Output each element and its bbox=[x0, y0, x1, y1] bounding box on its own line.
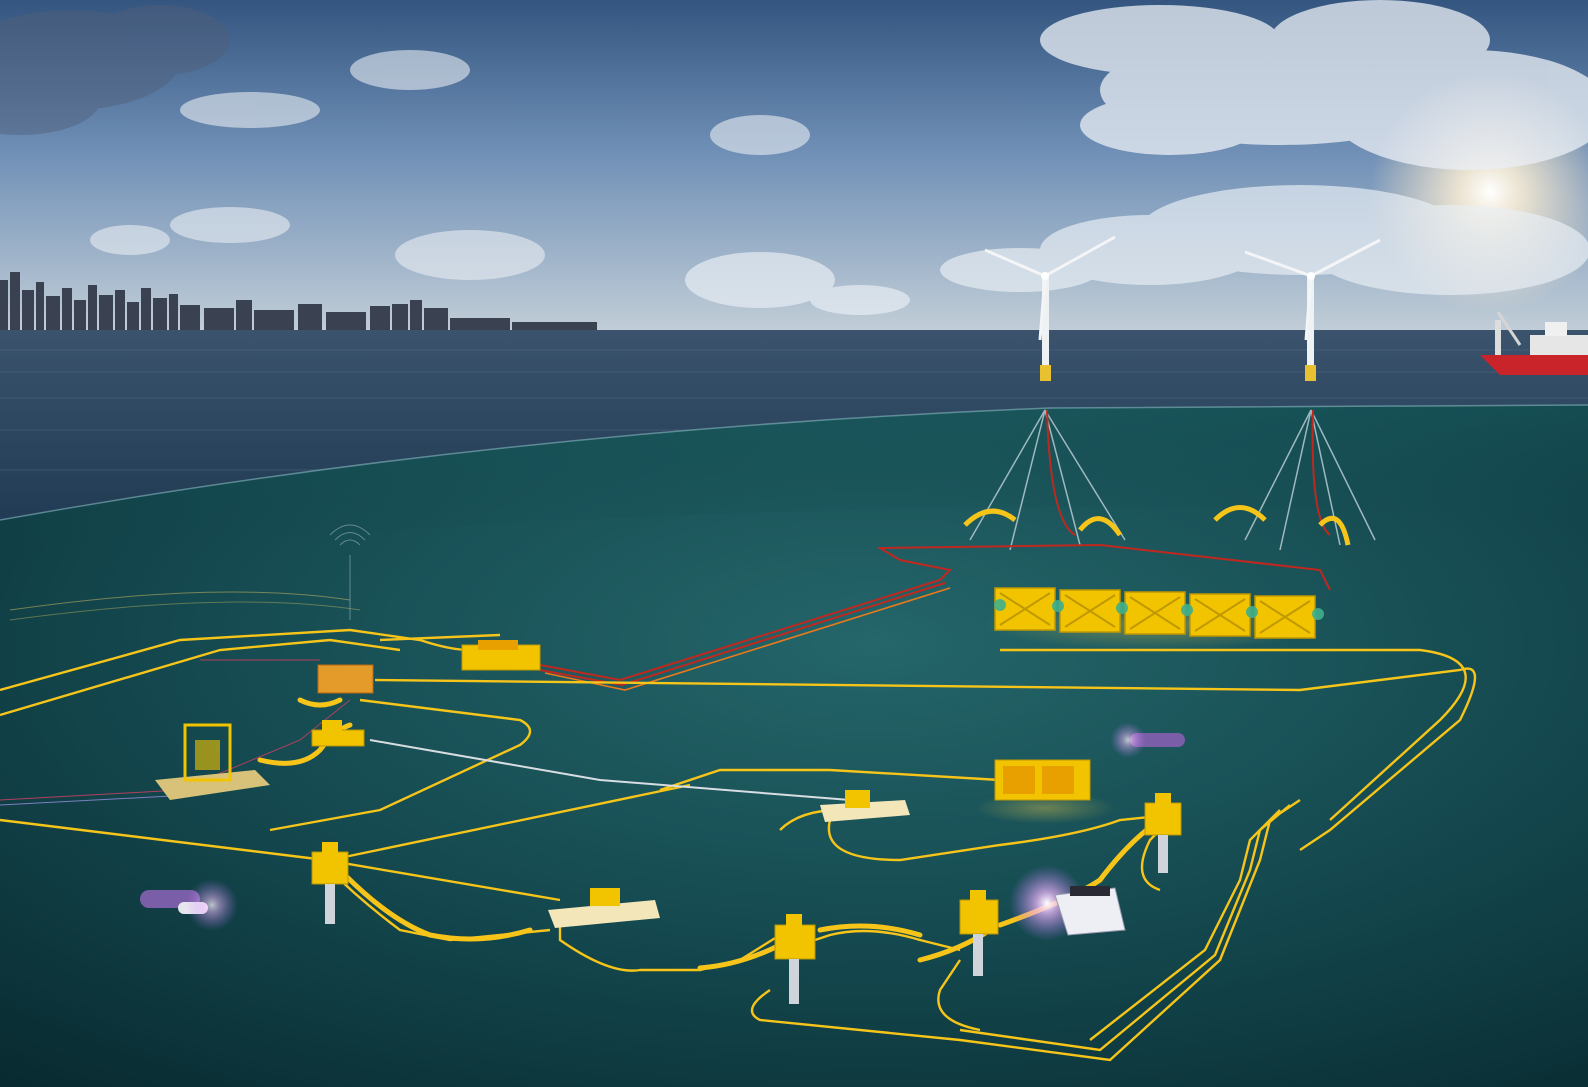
cloud-icon bbox=[90, 50, 810, 280]
subsea-manifold-icon bbox=[311, 720, 365, 747]
cloud-icon bbox=[0, 5, 230, 135]
infield-cables-yellow bbox=[0, 628, 1477, 1062]
battery-storage-module-icon bbox=[1124, 591, 1186, 635]
clouds bbox=[0, 0, 1588, 315]
support-vessel-icon bbox=[1480, 311, 1588, 375]
cloud-icon bbox=[685, 185, 1588, 315]
buoyancy-modules bbox=[963, 505, 1351, 546]
autonomous-underwater-vehicle-icon bbox=[1110, 722, 1185, 758]
subsea-christmas-tree-icon bbox=[959, 890, 999, 976]
acoustic-beacon-icon bbox=[329, 524, 371, 620]
turbine-mooring-lines bbox=[969, 409, 1376, 551]
remotely-operated-vehicle-icon bbox=[1009, 865, 1126, 941]
subsea-manifold-icon bbox=[461, 640, 541, 671]
subsea-manifold-icon bbox=[548, 888, 660, 928]
subsea-christmas-tree-icon bbox=[774, 914, 816, 1004]
wind-turbine-icon bbox=[984, 235, 1116, 381]
battery-storage-module-icon bbox=[1189, 593, 1251, 637]
autonomous-underwater-vehicle-icon bbox=[140, 879, 238, 931]
battery-storage-module-icon bbox=[1254, 595, 1316, 639]
export-cables-orange bbox=[544, 587, 951, 691]
battery-storage-module-icon bbox=[1059, 589, 1121, 633]
subsea-manifold-icon bbox=[820, 790, 910, 822]
thin-cables bbox=[0, 591, 361, 806]
subsea-structures bbox=[155, 640, 1182, 1004]
subsea-processing-module-icon bbox=[975, 759, 1115, 824]
cloud-icon bbox=[1040, 0, 1588, 170]
city-skyline-icon bbox=[0, 272, 597, 330]
subsea-manifold-icon bbox=[317, 664, 374, 694]
battery-storage-module-icon bbox=[994, 587, 1056, 631]
export-cables-red bbox=[539, 543, 1331, 687]
battery-storage-array bbox=[985, 587, 1325, 650]
white-cable bbox=[369, 739, 851, 801]
subsea-christmas-tree-icon bbox=[1144, 793, 1182, 873]
wind-turbine-icon bbox=[1244, 238, 1381, 381]
subsea-christmas-tree-icon bbox=[311, 842, 349, 924]
subsea-template-icon bbox=[155, 723, 270, 800]
